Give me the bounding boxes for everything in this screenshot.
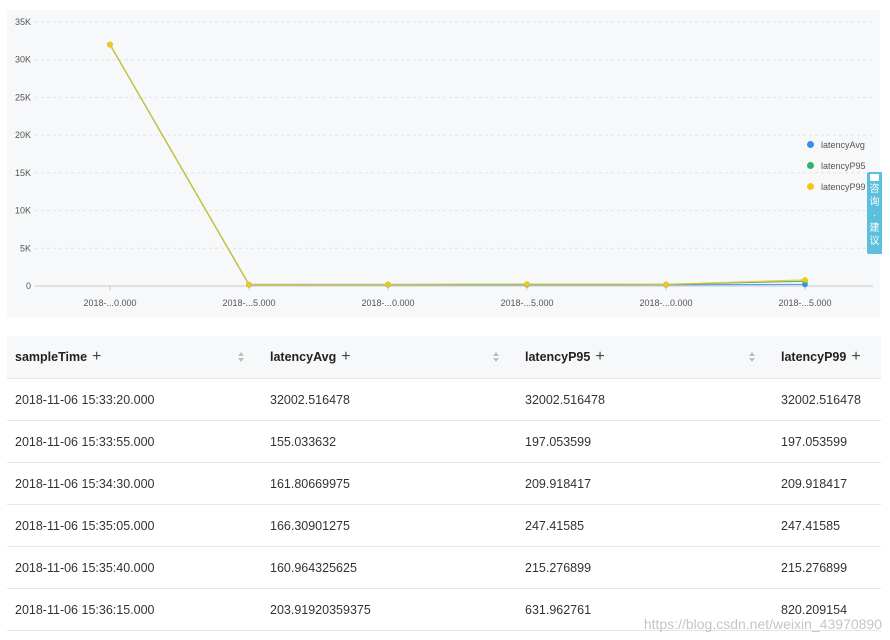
- data-point-latencyP99: [524, 281, 530, 287]
- series-line-latencyAvg: [109, 44, 806, 286]
- table-row: 2018-11-06 15:36:15.000 203.91920359375 …: [7, 588, 881, 631]
- y-tick-label: 25K: [15, 92, 31, 102]
- legend-dot-icon: [807, 183, 814, 190]
- legend-label: latencyP95: [821, 160, 866, 171]
- table-header-row: sampleTime + latencyAvg + latencyP95 + late…: [7, 336, 881, 379]
- table-cell: 247.41585: [517, 504, 773, 547]
- table-cell: 247.41585: [773, 504, 881, 547]
- y-tick-label: 35K: [15, 17, 31, 27]
- data-table: sampleTime + latencyAvg + latencyP95 + late…: [7, 336, 881, 631]
- y-tick-label: 20K: [15, 130, 31, 140]
- x-tick-label: 2018-...5.000: [778, 298, 831, 308]
- table-row: 2018-11-06 15:35:40.000 160.964325625 21…: [7, 546, 881, 589]
- y-tick-label: 5K: [20, 243, 31, 253]
- table-cell: 631.962761: [517, 588, 773, 631]
- table-cell: 203.91920359375: [262, 588, 517, 631]
- series-line-latencyP99: [109, 44, 806, 286]
- y-tick-label: 30K: [15, 55, 31, 65]
- table-cell: 166.30901275: [262, 504, 517, 547]
- add-column-icon[interactable]: +: [851, 348, 861, 365]
- table-cell: 209.918417: [773, 462, 881, 505]
- table-cell: 155.033632: [262, 420, 517, 463]
- column-header-latency-p95[interactable]: latencyP95 +: [517, 336, 773, 379]
- column-header-latency-avg[interactable]: latencyAvg +: [262, 336, 517, 379]
- table-cell: 32002.516478: [517, 378, 773, 421]
- table-cell: 2018-11-06 15:34:30.000: [7, 462, 262, 505]
- table-row: 2018-11-06 15:35:05.000 166.30901275 247…: [7, 504, 881, 547]
- feedback-tab-label: 咨询·建议: [869, 184, 880, 247]
- sort-icon[interactable]: [749, 352, 755, 362]
- x-tick-label: 2018-...5.000: [222, 298, 275, 308]
- feedback-tab[interactable]: 咨询·建议: [867, 172, 882, 254]
- add-column-icon[interactable]: +: [595, 348, 605, 365]
- data-point-latencyP99: [802, 277, 808, 283]
- add-column-icon[interactable]: +: [341, 348, 351, 365]
- data-point-latencyP99: [107, 41, 113, 48]
- legend-item-latency-p95[interactable]: latencyP95: [807, 155, 866, 176]
- x-tick-label: 2018-...0.000: [361, 298, 414, 308]
- y-tick-label: 10K: [15, 206, 31, 216]
- table-row: 2018-11-06 15:34:30.000 161.80669975 209…: [7, 462, 881, 505]
- table-cell: 161.80669975: [262, 462, 517, 505]
- table-cell: 197.053599: [773, 420, 881, 463]
- table-cell: 2018-11-06 15:35:05.000: [7, 504, 262, 547]
- y-tick-label: 0: [26, 281, 31, 291]
- add-column-icon[interactable]: +: [92, 348, 102, 365]
- x-tick-label: 2018-...0.000: [83, 298, 136, 308]
- data-point-latencyP99: [663, 281, 669, 288]
- table-cell: 2018-11-06 15:33:20.000: [7, 378, 262, 421]
- latency-line-chart: 0 5K 10K 15K 20K 25K 30K 35K 2018-...0.000 2018-.…: [15, 17, 873, 308]
- table-cell: 215.276899: [517, 546, 773, 589]
- column-header-label: latencyP99: [781, 350, 847, 364]
- table-cell: 197.053599: [517, 420, 773, 463]
- legend-dot-icon: [807, 141, 814, 148]
- sort-icon[interactable]: [238, 352, 244, 362]
- table-cell: 32002.516478: [262, 378, 517, 421]
- legend-label: latencyP99: [821, 181, 866, 192]
- column-header-label: latencyAvg: [270, 350, 337, 364]
- y-tick-label: 15K: [15, 168, 31, 178]
- column-header-label: sampleTime: [15, 350, 88, 364]
- x-tick-label: 2018-...0.000: [639, 298, 692, 308]
- column-header-latency-p99[interactable]: latencyP99 +: [773, 336, 881, 379]
- chart-panel: 0 5K 10K 15K 20K 25K 30K 35K 2018-...0.000 2018-.…: [7, 10, 880, 317]
- sort-icon[interactable]: [493, 352, 499, 362]
- table-cell: 2018-11-06 15:36:15.000: [7, 588, 262, 631]
- data-point-latencyP99: [385, 281, 391, 288]
- legend-dot-icon: [807, 162, 814, 169]
- x-tick-label: 2018-...5.000: [500, 298, 553, 308]
- table-row: 2018-11-06 15:33:20.000 32002.516478 320…: [7, 378, 881, 421]
- table-cell: 160.964325625: [262, 546, 517, 589]
- legend-item-latency-avg[interactable]: latencyAvg: [807, 134, 866, 155]
- table-cell: 820.209154: [773, 588, 881, 631]
- table-cell: 32002.516478: [773, 378, 881, 421]
- table-row: 2018-11-06 15:33:55.000 155.033632 197.0…: [7, 420, 881, 463]
- column-header-label: latencyP95: [525, 350, 591, 364]
- table-cell: 209.918417: [517, 462, 773, 505]
- table-cell: 215.276899: [773, 546, 881, 589]
- table-cell: 2018-11-06 15:33:55.000: [7, 420, 262, 463]
- data-point-latencyP99: [246, 281, 252, 288]
- chat-icon: [870, 174, 879, 181]
- column-header-sample-time[interactable]: sampleTime +: [7, 336, 262, 379]
- table-cell: 2018-11-06 15:35:40.000: [7, 546, 262, 589]
- legend-label: latencyAvg: [821, 139, 865, 150]
- chart-legend: latencyAvg latencyP95 latencyP99: [807, 134, 866, 197]
- legend-item-latency-p99[interactable]: latencyP99: [807, 176, 866, 197]
